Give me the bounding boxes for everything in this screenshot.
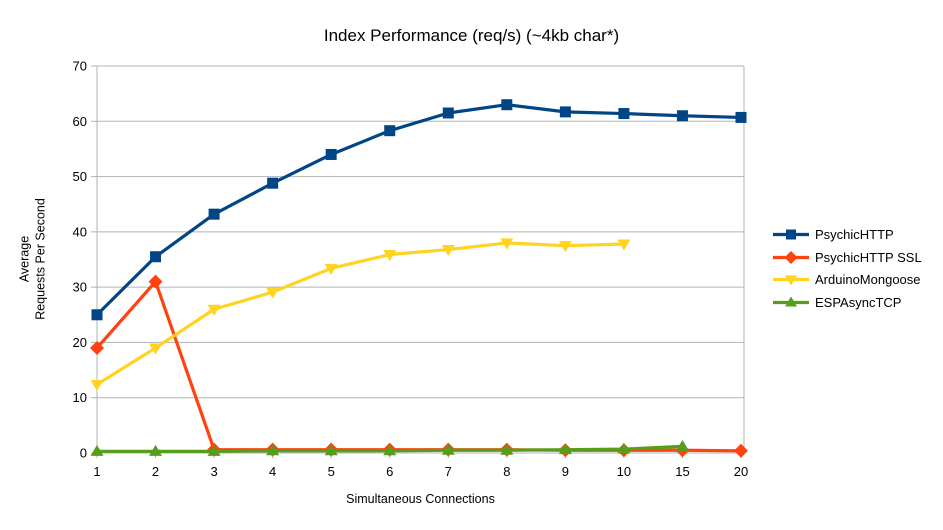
legend-swatch-triangle-up-icon bbox=[773, 296, 809, 306]
marker-triangle-down-icon bbox=[324, 263, 338, 275]
series-line bbox=[95, 280, 743, 453]
x-tick-label: 2 bbox=[152, 464, 159, 479]
marker-diamond-icon bbox=[734, 443, 748, 458]
marker-triangle-down-icon bbox=[266, 287, 280, 299]
marker-triangle-down-icon bbox=[149, 343, 163, 355]
marker-diamond-icon bbox=[148, 274, 163, 289]
legend-label: PsychicHTTP bbox=[815, 227, 894, 242]
marker-square-icon bbox=[559, 106, 571, 118]
legend-label: ESPAsyncTCP bbox=[815, 294, 902, 310]
legend-label: PsychicHTTP SSL bbox=[815, 249, 922, 265]
x-tick-label: 3 bbox=[210, 464, 217, 479]
marker-square-icon bbox=[325, 148, 337, 160]
marker-triangle-up-icon bbox=[500, 443, 514, 455]
y-tick-label: 0 bbox=[80, 446, 87, 461]
marker-diamond-icon bbox=[90, 340, 104, 355]
y-tick-label: 70 bbox=[73, 59, 87, 74]
legend-item-arduinomongoose: ArduinoMongoose bbox=[772, 271, 922, 288]
legend: PsychicHTTP PsychicHTTP SSL ArduinoMongo… bbox=[772, 226, 922, 311]
marker-triangle-up-icon bbox=[383, 444, 397, 456]
marker-square-icon bbox=[618, 108, 630, 120]
y-tick-label: 30 bbox=[73, 280, 87, 295]
legend-swatch-square-icon bbox=[773, 229, 809, 240]
marker-triangle-up-icon bbox=[207, 444, 221, 456]
marker-square-icon bbox=[208, 208, 220, 220]
marker-square-icon bbox=[442, 107, 454, 119]
x-tick-label: 10 bbox=[617, 464, 631, 479]
marker-square-icon bbox=[91, 309, 103, 321]
marker-triangle-down-icon bbox=[90, 379, 104, 391]
marker-triangle-up-icon bbox=[675, 439, 689, 451]
marker-diamond-icon bbox=[784, 250, 798, 264]
x-axis-title: Simultaneous Connections bbox=[346, 492, 495, 506]
marker-square-icon bbox=[150, 251, 162, 263]
marker-triangle-down-icon bbox=[558, 241, 572, 253]
x-tick-label: 4 bbox=[269, 464, 276, 479]
legend-label: ArduinoMongoose bbox=[815, 272, 921, 287]
marker-triangle-up-icon bbox=[785, 296, 797, 306]
series-psychichttp bbox=[91, 99, 747, 321]
series-psychichttp-ssl bbox=[90, 274, 748, 458]
marker-square-icon bbox=[501, 99, 513, 111]
chart-title: Index Performance (req/s) (~4kb char*) bbox=[323, 26, 620, 45]
legend-swatch-diamond-icon bbox=[773, 250, 809, 264]
marker-triangle-down-icon bbox=[441, 245, 455, 257]
legend-item-psychichttp: PsychicHTTP bbox=[772, 226, 922, 243]
marker-square-icon bbox=[676, 110, 688, 122]
y-tick-label: 10 bbox=[73, 390, 87, 405]
x-tick-label: 8 bbox=[503, 464, 510, 479]
legend-item-espasynctcp: ESPAsyncTCP bbox=[772, 294, 922, 311]
series-arduinomongoose bbox=[90, 238, 631, 391]
marker-triangle-down-icon bbox=[617, 239, 631, 251]
legend-swatch-triangle-down-icon bbox=[773, 275, 809, 286]
x-tick-label: 15 bbox=[675, 464, 689, 479]
x-tick-label: 9 bbox=[562, 464, 569, 479]
marker-triangle-down-icon bbox=[785, 275, 797, 286]
x-tick-label: 7 bbox=[445, 464, 452, 479]
marker-triangle-up-icon bbox=[441, 443, 455, 455]
series-espasynctcp bbox=[90, 439, 689, 456]
marker-square-icon bbox=[267, 177, 279, 189]
marker-triangle-up-icon bbox=[558, 443, 572, 455]
x-tick-label: 20 bbox=[734, 464, 748, 479]
x-tick-label: 6 bbox=[386, 464, 393, 479]
legend-item-psychichttp-ssl: PsychicHTTP SSL bbox=[772, 249, 922, 266]
marker-triangle-up-icon bbox=[266, 444, 280, 456]
marker-triangle-up-icon bbox=[90, 444, 104, 456]
y-tick-label: 60 bbox=[73, 114, 87, 129]
marker-square-icon bbox=[384, 125, 396, 137]
marker-square-icon bbox=[735, 111, 747, 123]
marker-triangle-down-icon bbox=[383, 250, 397, 262]
marker-triangle-up-icon bbox=[324, 444, 338, 456]
marker-square-icon bbox=[786, 229, 796, 240]
series-line bbox=[95, 103, 743, 317]
marker-triangle-up-icon bbox=[149, 444, 163, 456]
marker-triangle-down-icon bbox=[500, 238, 514, 250]
x-tick-label: 1 bbox=[93, 464, 100, 479]
x-tick-label: 5 bbox=[328, 464, 335, 479]
series-line bbox=[95, 241, 626, 387]
y-tick-label: 50 bbox=[73, 169, 87, 184]
marker-triangle-up-icon bbox=[617, 442, 631, 454]
y-tick-label: 20 bbox=[73, 335, 87, 350]
y-tick-label: 40 bbox=[73, 224, 87, 239]
marker-triangle-down-icon bbox=[207, 304, 221, 316]
